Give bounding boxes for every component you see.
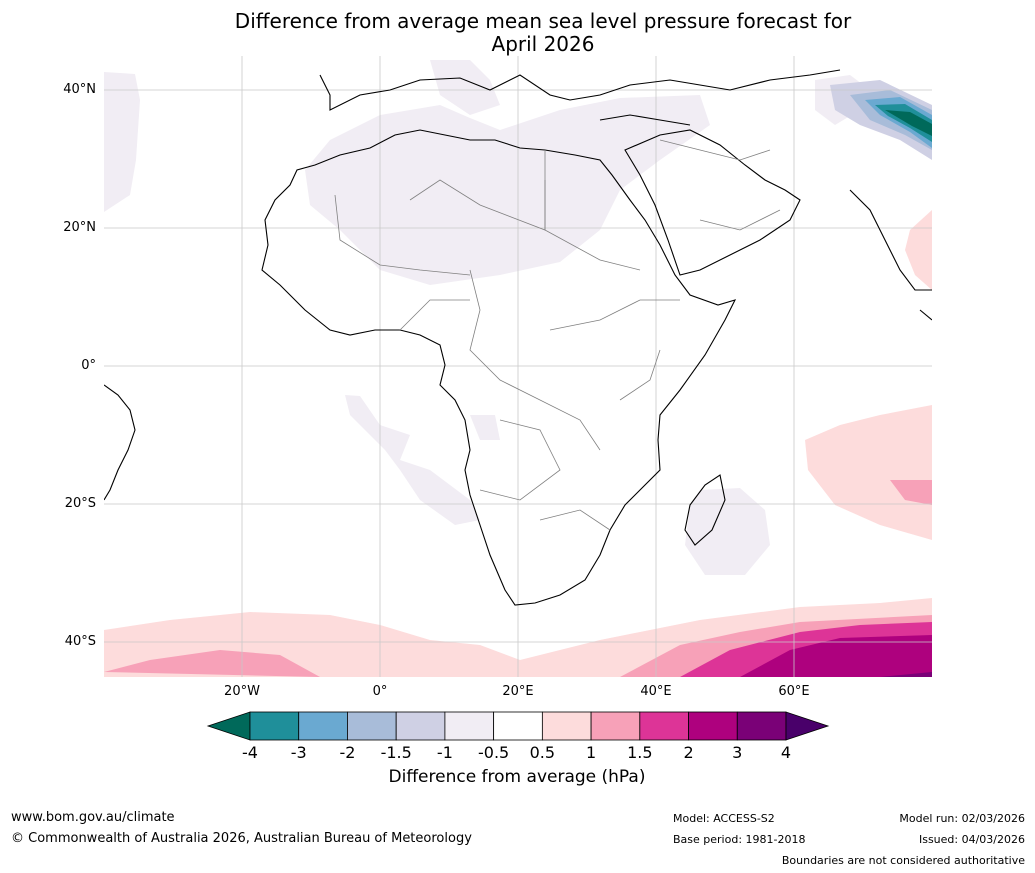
- lat-label-40n: 40°N: [63, 82, 96, 97]
- colorbar-extend-min: [206, 711, 251, 741]
- footer-base-period: Base period: 1981-2018: [673, 833, 806, 846]
- pressure-anomaly-map: [104, 56, 932, 677]
- colorbar-tick-label: -2: [339, 743, 356, 762]
- colorbar: [206, 711, 830, 741]
- lat-label-20n: 20°N: [63, 220, 96, 235]
- lat-label-20s: 20°S: [64, 496, 96, 511]
- colorbar-tick-label: -1: [436, 743, 453, 762]
- country-borders: [334, 139, 781, 531]
- colorbar-bin-3: [347, 711, 397, 741]
- map-title-line1: Difference from average mean sea level p…: [234, 9, 852, 33]
- lon-label-20e: 20°E: [502, 684, 534, 699]
- colorbar-tick-label: 4: [780, 743, 792, 762]
- colorbar-bin-9: [639, 711, 689, 741]
- graticule: [104, 56, 932, 677]
- anomaly-negative-small: [104, 60, 870, 575]
- footer-website: www.bom.gov.au/climate: [11, 810, 175, 825]
- colorbar-bin-2: [298, 711, 348, 741]
- anomaly-positive: [104, 210, 932, 677]
- lon-label-60e: 60°E: [778, 684, 810, 699]
- colorbar-title: Difference from average (hPa): [388, 767, 646, 787]
- madagascar-coastline: [684, 474, 726, 546]
- lon-label-20w: 20°W: [224, 684, 260, 699]
- south-america-coastline: [104, 384, 136, 501]
- map-title: Difference from average mean sea level p…: [0, 10, 1035, 56]
- footer-copyright: © Commonwealth of Australia 2026, Austra…: [11, 831, 472, 846]
- colorbar-tick-label: 1.5: [627, 743, 653, 762]
- footer-issued: Issued: 04/03/2026: [918, 833, 1025, 846]
- colorbar-extend-max: [785, 711, 830, 741]
- colorbar-bin-6: [493, 711, 543, 741]
- footer-model: Model: ACCESS-S2: [673, 812, 775, 825]
- anomaly-negative-strong: [830, 80, 932, 160]
- colorbar-tick-label: 3: [732, 743, 743, 762]
- lat-label-40s: 40°S: [64, 634, 96, 649]
- footer-disclaimer: Boundaries are not considered authoritat…: [781, 854, 1025, 867]
- map-title-line2: April 2026: [491, 32, 595, 56]
- colorbar-tick-label: -0.5: [478, 743, 510, 762]
- india-coastline: [849, 189, 932, 291]
- arabia-coastline: [624, 129, 801, 276]
- footer-model-run: Model run: 02/03/2026: [899, 812, 1025, 825]
- colorbar-bin-4: [395, 711, 446, 741]
- lon-label-0: 0°: [372, 684, 388, 699]
- europe-coastline: [319, 69, 841, 111]
- colorbar-tick-label: -1.5: [380, 743, 412, 762]
- colorbar-tick-label: 1: [585, 743, 597, 762]
- colorbar-tick-label: 0.5: [529, 743, 556, 762]
- lat-label-equator: 0°: [81, 358, 96, 373]
- colorbar-bin-1: [249, 711, 300, 741]
- colorbar-bin-10: [688, 711, 738, 741]
- colorbar-tick-label: 2: [683, 743, 694, 762]
- colorbar-tick-label: -4: [242, 743, 258, 762]
- lon-label-40e: 40°E: [640, 684, 672, 699]
- colorbar-bin-11: [736, 711, 787, 741]
- colorbar-bin-7: [541, 711, 592, 741]
- colorbar-tick-label: -3: [290, 743, 307, 762]
- colorbar-bin-5: [444, 711, 495, 741]
- colorbar-bin-8: [590, 711, 641, 741]
